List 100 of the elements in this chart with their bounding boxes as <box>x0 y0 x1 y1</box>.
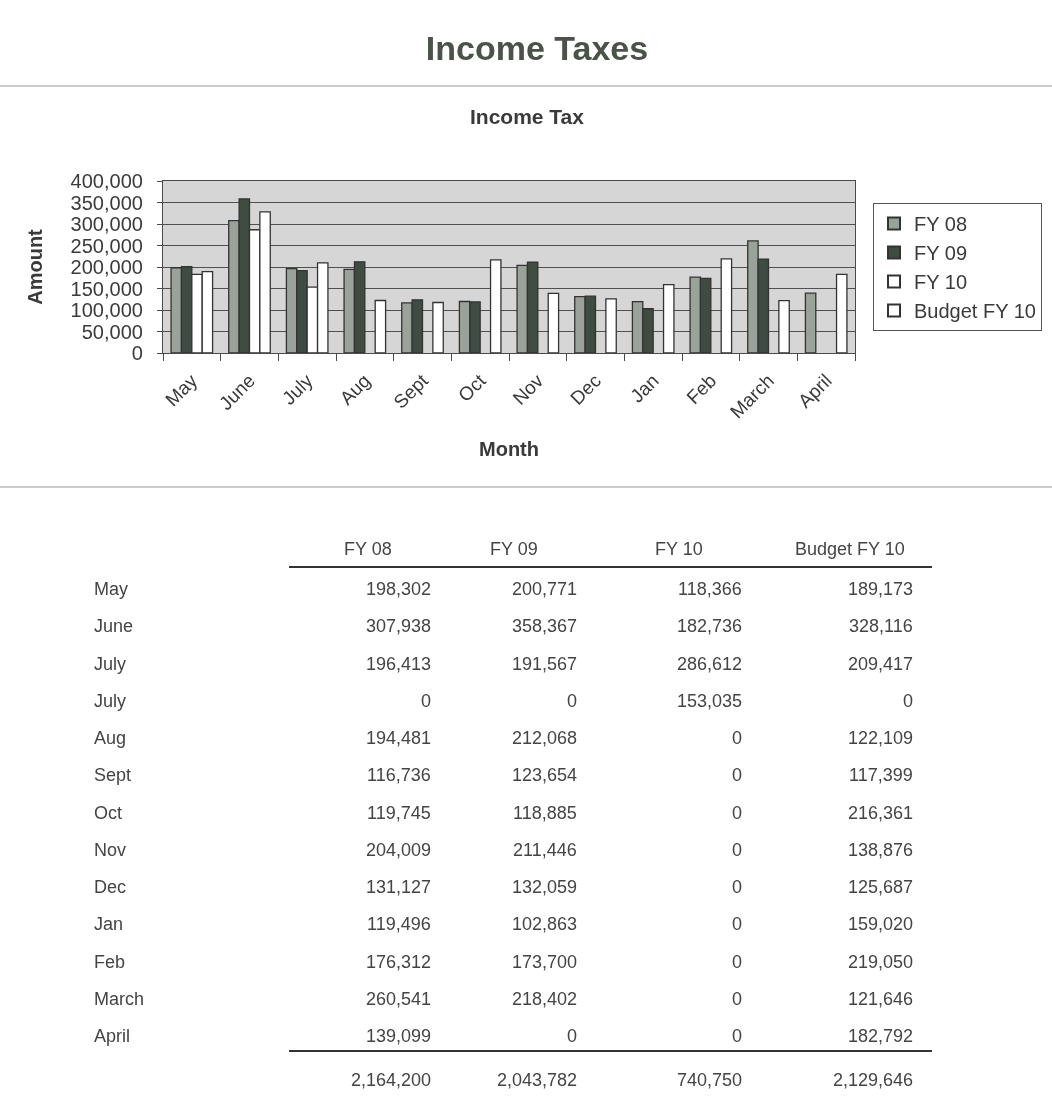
category-label: Aug <box>94 728 127 748</box>
bar <box>432 301 444 353</box>
y-tick-label: 0 <box>131 342 143 364</box>
text: FY 10 <box>655 539 703 559</box>
data-label: 209,417 <box>848 654 914 674</box>
bar <box>778 300 790 353</box>
category-label: Oct <box>94 803 123 823</box>
category-label: May <box>94 579 129 599</box>
data-label: 122,109 <box>848 728 914 748</box>
category-label: Dec <box>94 877 127 897</box>
data-label: 0 <box>903 691 914 711</box>
bar <box>489 259 502 353</box>
category-label: July <box>94 654 127 674</box>
data-label: 182,736 <box>677 616 743 636</box>
data-label: 0 <box>732 728 743 748</box>
text: Budget FY 10 <box>795 539 905 559</box>
x-tick-label: Dec <box>566 370 606 409</box>
data-label: 286,612 <box>677 654 743 674</box>
data-label: 0 <box>421 691 432 711</box>
data-label: 176,312 <box>366 952 432 972</box>
data-label: 200,771 <box>512 579 578 599</box>
text: 2,043,782 <box>497 1070 578 1090</box>
data-label: 0 <box>732 803 743 823</box>
data-label: 153,035 <box>677 691 743 711</box>
x-tick-label: Jan <box>626 370 663 407</box>
x-tick-label: Feb <box>682 370 721 409</box>
bar <box>720 258 733 353</box>
data-label: 260,541 <box>366 989 432 1009</box>
data-label: 118,366 <box>678 579 742 599</box>
y-tick-label: 300,000 <box>70 213 143 235</box>
chart-title: Income Taxes <box>425 28 649 67</box>
bar <box>374 299 387 353</box>
y-tick-label: 100,000 <box>70 299 143 321</box>
data-label: 182,792 <box>848 1026 914 1046</box>
data-label: 196,413 <box>366 654 432 674</box>
bar <box>605 298 617 353</box>
y-tick-label: 150,000 <box>70 277 143 300</box>
chart-subtitle: Income Tax <box>470 105 585 128</box>
data-label: 102,863 <box>512 914 578 934</box>
data-label: 307,938 <box>366 616 432 636</box>
category-label: March <box>94 989 145 1009</box>
bar <box>835 273 848 353</box>
data-label: 198,302 <box>366 579 432 599</box>
bar <box>547 292 560 353</box>
data-label: 121,646 <box>848 989 914 1009</box>
text: 2,164,200 <box>351 1070 432 1090</box>
data-label: 119,496 <box>367 914 431 934</box>
y-tick-label: 50,000 <box>81 320 143 343</box>
data-label: 0 <box>567 1026 578 1046</box>
y-tick-label: 250,000 <box>70 234 143 257</box>
data-label: 211,446 <box>513 840 577 860</box>
category-label: June <box>94 616 134 636</box>
data-label: 132,059 <box>512 877 578 897</box>
data-label: 123,654 <box>512 765 578 785</box>
x-tick-label: Oct <box>453 369 491 406</box>
text: 2,129,646 <box>833 1070 914 1090</box>
data-label: 0 <box>567 691 578 711</box>
data-label: 0 <box>732 914 743 934</box>
category-label: Sept <box>94 765 132 785</box>
y-tick-label: 400,000 <box>70 170 143 192</box>
category-label: July <box>94 691 127 711</box>
data-label: 0 <box>732 1026 743 1046</box>
y-tick-label: 350,000 <box>70 191 143 214</box>
x-tick-label: July <box>277 369 318 409</box>
y-axis-title: Amount <box>24 228 47 305</box>
legend-label: FY 08 <box>914 213 967 236</box>
data-label: 0 <box>732 840 743 860</box>
data-label: 116,736 <box>367 765 431 785</box>
category-label: April <box>94 1026 131 1046</box>
text: FY 09 <box>490 539 538 559</box>
data-label: 159,020 <box>848 914 914 934</box>
data-label: 218,402 <box>512 989 578 1009</box>
data-label: 194,481 <box>366 728 432 748</box>
data-label: 204,009 <box>366 840 432 860</box>
text: FY 08 <box>344 539 392 559</box>
data-label: 0 <box>732 952 743 972</box>
data-label: 117,399 <box>849 765 913 785</box>
legend-label: FY 09 <box>914 242 967 265</box>
data-label: 328,116 <box>849 616 913 636</box>
x-tick-label: May <box>161 369 202 411</box>
data-label: 219,050 <box>848 952 914 972</box>
data-label: 0 <box>732 765 743 785</box>
data-label: 189,173 <box>848 579 914 599</box>
bar <box>804 292 817 353</box>
data-label: 212,068 <box>512 728 578 748</box>
data-label: 358,367 <box>512 616 578 636</box>
text: 740,750 <box>677 1070 743 1090</box>
data-label: 139,099 <box>366 1026 432 1046</box>
legend-label: Budget FY 10 <box>914 300 1036 323</box>
legend-label: FY 10 <box>914 271 967 294</box>
category-label: Jan <box>94 914 124 934</box>
data-label: 138,876 <box>848 840 914 860</box>
data-label: 173,700 <box>512 952 578 972</box>
x-axis-title: Month <box>479 437 539 460</box>
category-label: Nov <box>94 840 127 860</box>
data-label: 125,687 <box>848 877 914 897</box>
y-tick-label: 200,000 <box>70 256 143 278</box>
data-label: 118,885 <box>513 803 577 823</box>
x-tick-label: Nov <box>508 369 548 409</box>
data-label: 131,127 <box>366 877 432 897</box>
